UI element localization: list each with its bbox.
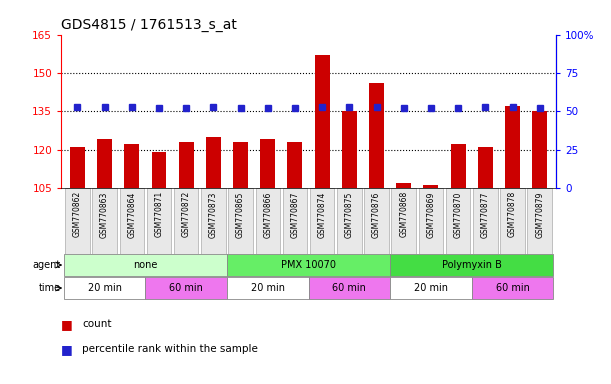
FancyBboxPatch shape [147, 188, 171, 253]
Text: GDS4815 / 1761513_s_at: GDS4815 / 1761513_s_at [61, 18, 237, 32]
Bar [532, 111, 547, 188]
Bar [97, 139, 112, 188]
Text: GSM770879: GSM770879 [535, 191, 544, 237]
Text: GSM770872: GSM770872 [181, 191, 191, 237]
FancyBboxPatch shape [201, 188, 225, 253]
Bar [233, 142, 248, 188]
Text: count: count [82, 319, 112, 329]
Text: GSM770865: GSM770865 [236, 191, 245, 237]
FancyBboxPatch shape [145, 277, 227, 299]
FancyBboxPatch shape [255, 188, 280, 253]
Text: 60 min: 60 min [332, 283, 366, 293]
FancyBboxPatch shape [283, 188, 307, 253]
FancyBboxPatch shape [527, 188, 552, 253]
FancyBboxPatch shape [64, 277, 145, 299]
Text: PMX 10070: PMX 10070 [281, 260, 336, 270]
Text: GSM770866: GSM770866 [263, 191, 273, 237]
FancyBboxPatch shape [390, 254, 554, 276]
Text: none: none [133, 260, 158, 270]
Text: Polymyxin B: Polymyxin B [442, 260, 502, 270]
Text: GSM770863: GSM770863 [100, 191, 109, 237]
Text: GSM770871: GSM770871 [155, 191, 164, 237]
FancyBboxPatch shape [227, 277, 309, 299]
Bar [397, 183, 411, 188]
FancyBboxPatch shape [392, 188, 416, 253]
FancyBboxPatch shape [92, 188, 117, 253]
Text: ■: ■ [61, 343, 73, 356]
Text: GSM770877: GSM770877 [481, 191, 490, 237]
Text: 60 min: 60 min [496, 283, 530, 293]
FancyBboxPatch shape [229, 188, 253, 253]
Text: GSM770870: GSM770870 [453, 191, 463, 237]
Text: GSM770873: GSM770873 [209, 191, 218, 237]
FancyBboxPatch shape [227, 254, 390, 276]
FancyBboxPatch shape [472, 277, 554, 299]
Bar [260, 139, 275, 188]
Text: 20 min: 20 min [414, 283, 448, 293]
FancyBboxPatch shape [65, 188, 90, 253]
FancyBboxPatch shape [174, 188, 199, 253]
FancyBboxPatch shape [364, 188, 389, 253]
Bar [451, 144, 466, 188]
Bar [505, 106, 520, 188]
Text: 60 min: 60 min [169, 283, 203, 293]
FancyBboxPatch shape [419, 188, 443, 253]
Bar [206, 137, 221, 188]
Bar [369, 83, 384, 188]
Bar [315, 55, 329, 188]
FancyBboxPatch shape [390, 277, 472, 299]
Text: ■: ■ [61, 318, 73, 331]
Bar [342, 111, 357, 188]
Bar [70, 147, 85, 188]
Bar [124, 144, 139, 188]
Text: GSM770864: GSM770864 [127, 191, 136, 237]
Text: GSM770874: GSM770874 [318, 191, 327, 237]
Text: time: time [38, 283, 60, 293]
Text: GSM770876: GSM770876 [372, 191, 381, 237]
FancyBboxPatch shape [120, 188, 144, 253]
Text: GSM770867: GSM770867 [290, 191, 299, 237]
Text: GSM770875: GSM770875 [345, 191, 354, 237]
Text: percentile rank within the sample: percentile rank within the sample [82, 344, 258, 354]
Text: 20 min: 20 min [251, 283, 285, 293]
Bar [152, 152, 166, 188]
Bar [423, 185, 439, 188]
Text: GSM770869: GSM770869 [426, 191, 436, 237]
Text: 20 min: 20 min [87, 283, 122, 293]
Bar [478, 147, 493, 188]
FancyBboxPatch shape [473, 188, 497, 253]
FancyBboxPatch shape [337, 188, 362, 253]
FancyBboxPatch shape [310, 188, 334, 253]
FancyBboxPatch shape [64, 254, 227, 276]
Bar [288, 142, 302, 188]
FancyBboxPatch shape [500, 188, 525, 253]
FancyBboxPatch shape [309, 277, 390, 299]
Text: GSM770878: GSM770878 [508, 191, 517, 237]
FancyBboxPatch shape [446, 188, 470, 253]
Text: GSM770862: GSM770862 [73, 191, 82, 237]
Text: agent: agent [32, 260, 60, 270]
Text: GSM770868: GSM770868 [399, 191, 408, 237]
Bar [178, 142, 194, 188]
